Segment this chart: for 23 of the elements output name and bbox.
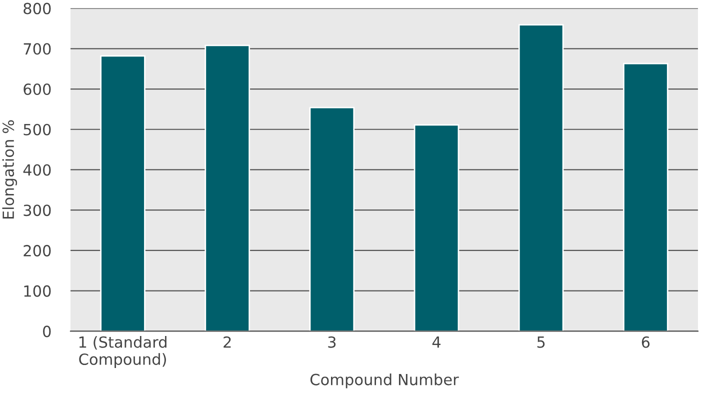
y-tick-label: 400 [23, 164, 51, 176]
bar [623, 62, 668, 332]
x-tick-label: 5 [537, 336, 545, 348]
y-tick-label: 800 [24, 2, 51, 14]
bar [414, 124, 460, 332]
y-axis-title: Elongation % [2, 120, 18, 219]
bar [204, 44, 250, 332]
y-tick-label: 200 [24, 244, 51, 256]
x-tick-label: 6 [642, 336, 650, 348]
y-tick-label: 600 [24, 83, 51, 96]
bar [309, 106, 355, 332]
x-tick-label: 4 [432, 336, 441, 348]
x-tick-label: 1 (Standard Compound) [79, 336, 166, 368]
y-tick-label: 700 [24, 43, 51, 55]
y-tick-label: 100 [24, 285, 51, 297]
y-tick-label: 300 [24, 204, 51, 216]
x-tick-label: 3 [328, 336, 336, 348]
bar [100, 55, 146, 332]
bar [518, 24, 564, 332]
x-tick-label: 2 [224, 336, 231, 348]
x-axis-title: Compound Number [310, 374, 459, 388]
y-tick-label: 0 [43, 326, 51, 338]
y-tick-label: 500 [24, 124, 51, 136]
